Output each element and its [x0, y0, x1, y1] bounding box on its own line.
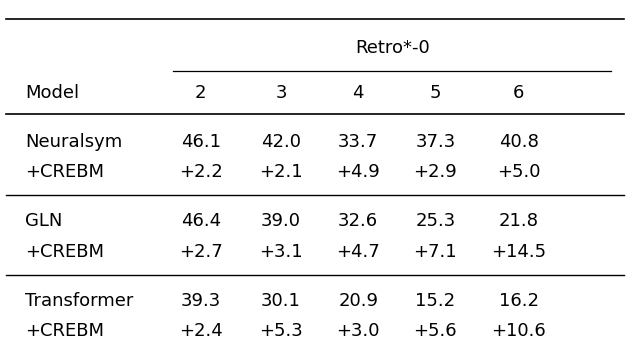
Text: 46.1: 46.1	[181, 133, 220, 151]
Text: +CREBM: +CREBM	[25, 322, 104, 340]
Text: +2.4: +2.4	[179, 322, 222, 340]
Text: Retro*-0: Retro*-0	[355, 39, 430, 57]
Text: 4: 4	[352, 84, 364, 102]
Text: +5.6: +5.6	[413, 322, 457, 340]
Text: 42.0: 42.0	[261, 133, 301, 151]
Text: +4.7: +4.7	[336, 242, 380, 260]
Text: +14.5: +14.5	[491, 242, 546, 260]
Text: +2.1: +2.1	[259, 163, 303, 181]
Text: +10.6: +10.6	[491, 322, 546, 340]
Text: 40.8: 40.8	[499, 133, 539, 151]
Text: 16.2: 16.2	[499, 292, 539, 310]
Text: +3.0: +3.0	[336, 322, 380, 340]
Text: +5.0: +5.0	[497, 163, 541, 181]
Text: 15.2: 15.2	[415, 292, 455, 310]
Text: 30.1: 30.1	[261, 292, 301, 310]
Text: Transformer: Transformer	[25, 292, 133, 310]
Text: +7.1: +7.1	[413, 242, 457, 260]
Text: +2.2: +2.2	[179, 163, 222, 181]
Text: 20.9: 20.9	[338, 292, 378, 310]
Text: +4.9: +4.9	[336, 163, 380, 181]
Text: 39.0: 39.0	[261, 212, 301, 230]
Text: 21.8: 21.8	[499, 212, 539, 230]
Text: Neuralsym: Neuralsym	[25, 133, 122, 151]
Text: 37.3: 37.3	[415, 133, 455, 151]
Text: +3.1: +3.1	[259, 242, 303, 260]
Text: 33.7: 33.7	[338, 133, 379, 151]
Text: +CREBM: +CREBM	[25, 163, 104, 181]
Text: +5.3: +5.3	[259, 322, 303, 340]
Text: 46.4: 46.4	[181, 212, 221, 230]
Text: +2.9: +2.9	[413, 163, 457, 181]
Text: 5: 5	[430, 84, 441, 102]
Text: 6: 6	[513, 84, 524, 102]
Text: +2.7: +2.7	[179, 242, 222, 260]
Text: Model: Model	[25, 84, 79, 102]
Text: 25.3: 25.3	[415, 212, 455, 230]
Text: +CREBM: +CREBM	[25, 242, 104, 260]
Text: 2: 2	[195, 84, 207, 102]
Text: 3: 3	[275, 84, 287, 102]
Text: GLN: GLN	[25, 212, 62, 230]
Text: 32.6: 32.6	[338, 212, 378, 230]
Text: 39.3: 39.3	[181, 292, 221, 310]
